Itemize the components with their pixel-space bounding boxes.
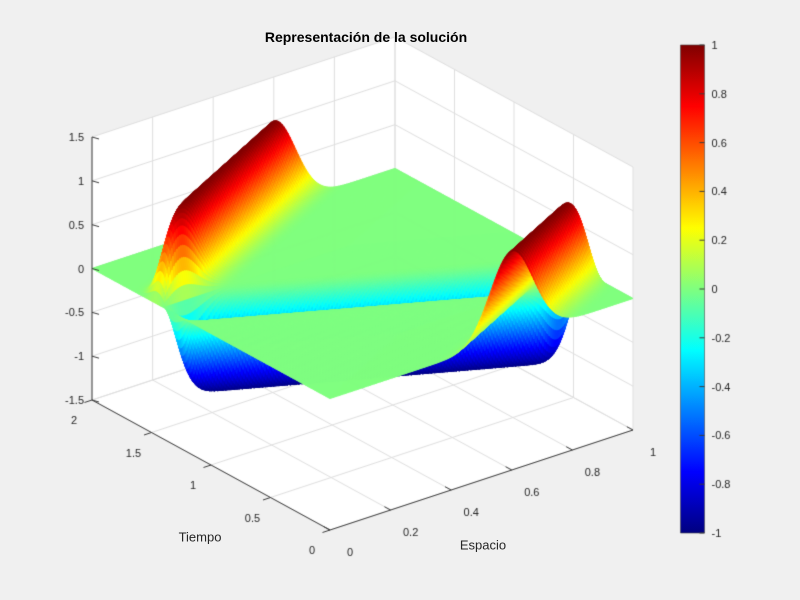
x-axis-label-espacio: Espacio bbox=[459, 537, 507, 553]
y-axis-label-tiempo: Tiempo bbox=[178, 529, 222, 545]
plot-title: Representación de la solución bbox=[264, 29, 468, 45]
